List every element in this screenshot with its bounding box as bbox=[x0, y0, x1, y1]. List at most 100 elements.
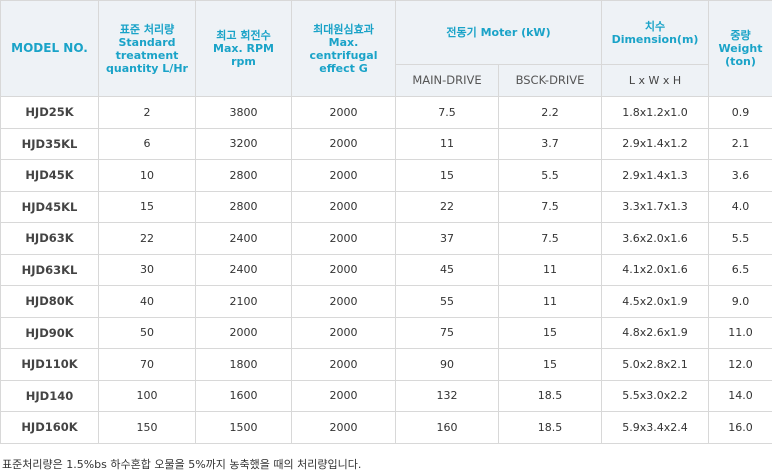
cell-weight: 11.0 bbox=[708, 316, 772, 349]
cell-model: HJD45KL bbox=[0, 190, 99, 223]
table-row: HJD140 100 1600 2000 132 18.5 5.5x3.0x2.… bbox=[0, 379, 772, 412]
cell-capacity: 40 bbox=[98, 285, 196, 318]
cell-main-drive: 90 bbox=[395, 348, 499, 381]
cell-weight: 5.5 bbox=[708, 222, 772, 255]
cell-weight: 16.0 bbox=[708, 411, 772, 444]
cell-capacity: 150 bbox=[98, 411, 196, 444]
cell-centrifugal: 2000 bbox=[291, 316, 396, 349]
cell-weight: 14.0 bbox=[708, 379, 772, 412]
header-main-drive: MAIN-DRIVE bbox=[395, 64, 499, 97]
header-rpm: 최고 회전수 Max. RPM rpm bbox=[195, 0, 292, 97]
cell-dimension: 5.9x3.4x2.4 bbox=[601, 411, 710, 444]
cell-dimension: 5.0x2.8x2.1 bbox=[601, 348, 710, 381]
cell-rpm: 2800 bbox=[195, 159, 292, 192]
cell-rpm: 2800 bbox=[195, 190, 292, 223]
table-row: HJD110K 70 1800 2000 90 15 5.0x2.8x2.1 1… bbox=[0, 348, 772, 381]
footnote: 표준처리량은 1.5%bs 하수혼합 오물을 5%까지 농축했을 때의 처리량입… bbox=[2, 458, 362, 471]
cell-rpm: 1800 bbox=[195, 348, 292, 381]
table-row: HJD63K 22 2400 2000 37 7.5 3.6x2.0x1.6 5… bbox=[0, 222, 772, 255]
cell-centrifugal: 2000 bbox=[291, 159, 396, 192]
cell-rpm: 2000 bbox=[195, 316, 292, 349]
cell-main-drive: 160 bbox=[395, 411, 499, 444]
cell-main-drive: 75 bbox=[395, 316, 499, 349]
cell-main-drive: 55 bbox=[395, 285, 499, 318]
cell-weight: 12.0 bbox=[708, 348, 772, 381]
cell-capacity: 2 bbox=[98, 96, 196, 129]
cell-weight: 2.1 bbox=[708, 127, 772, 160]
cell-back-drive: 2.2 bbox=[497, 96, 603, 129]
cell-model: HJD63KL bbox=[0, 253, 99, 286]
cell-main-drive: 7.5 bbox=[395, 96, 499, 129]
cell-capacity: 15 bbox=[98, 190, 196, 223]
table-body: HJD25K 2 3800 2000 7.5 2.2 1.8x1.2x1.0 0… bbox=[0, 96, 772, 444]
cell-model: HJD110K bbox=[0, 348, 99, 381]
cell-model: HJD160K bbox=[0, 411, 99, 444]
cell-dimension: 3.3x1.7x1.3 bbox=[601, 190, 710, 223]
cell-back-drive: 7.5 bbox=[497, 222, 603, 255]
cell-model: HJD80K bbox=[0, 285, 99, 318]
cell-model: HJD90K bbox=[0, 316, 99, 349]
table-row: HJD160K 150 1500 2000 160 18.5 5.9x3.4x2… bbox=[0, 411, 772, 444]
table-row: HJD45KL 15 2800 2000 22 7.5 3.3x1.7x1.3 … bbox=[0, 190, 772, 223]
spec-table: MODEL NO. 표준 처리량 Standard treatment quan… bbox=[0, 0, 772, 444]
cell-main-drive: 37 bbox=[395, 222, 499, 255]
cell-dimension: 4.5x2.0x1.9 bbox=[601, 285, 710, 318]
table-row: HJD35KL 6 3200 2000 11 3.7 2.9x1.4x1.2 2… bbox=[0, 127, 772, 160]
cell-dimension: 3.6x2.0x1.6 bbox=[601, 222, 710, 255]
cell-model: HJD140 bbox=[0, 379, 99, 412]
cell-capacity: 6 bbox=[98, 127, 196, 160]
cell-weight: 4.0 bbox=[708, 190, 772, 223]
cell-main-drive: 11 bbox=[395, 127, 499, 160]
cell-capacity: 70 bbox=[98, 348, 196, 381]
table-row: HJD80K 40 2100 2000 55 11 4.5x2.0x1.9 9.… bbox=[0, 285, 772, 318]
cell-capacity: 100 bbox=[98, 379, 196, 412]
cell-dimension: 5.5x3.0x2.2 bbox=[601, 379, 710, 412]
cell-back-drive: 11 bbox=[497, 253, 603, 286]
cell-rpm: 2400 bbox=[195, 253, 292, 286]
cell-centrifugal: 2000 bbox=[291, 379, 396, 412]
cell-main-drive: 45 bbox=[395, 253, 499, 286]
cell-centrifugal: 2000 bbox=[291, 222, 396, 255]
cell-rpm: 1600 bbox=[195, 379, 292, 412]
cell-main-drive: 15 bbox=[395, 159, 499, 192]
cell-dimension: 2.9x1.4x1.2 bbox=[601, 127, 710, 160]
cell-rpm: 2100 bbox=[195, 285, 292, 318]
cell-dimension: 2.9x1.4x1.3 bbox=[601, 159, 710, 192]
cell-model: HJD63K bbox=[0, 222, 99, 255]
table-row: HJD63KL 30 2400 2000 45 11 4.1x2.0x1.6 6… bbox=[0, 253, 772, 286]
cell-back-drive: 3.7 bbox=[497, 127, 603, 160]
header-dimension-sub: L x W x H bbox=[601, 64, 710, 97]
cell-weight: 0.9 bbox=[708, 96, 772, 129]
cell-back-drive: 5.5 bbox=[497, 159, 603, 192]
cell-model: HJD35KL bbox=[0, 127, 99, 160]
header-model: MODEL NO. bbox=[0, 0, 99, 97]
cell-centrifugal: 2000 bbox=[291, 127, 396, 160]
cell-dimension: 1.8x1.2x1.0 bbox=[601, 96, 710, 129]
cell-centrifugal: 2000 bbox=[291, 411, 396, 444]
table-row: HJD90K 50 2000 2000 75 15 4.8x2.6x1.9 11… bbox=[0, 316, 772, 349]
cell-rpm: 1500 bbox=[195, 411, 292, 444]
cell-rpm: 3800 bbox=[195, 96, 292, 129]
cell-rpm: 2400 bbox=[195, 222, 292, 255]
cell-weight: 6.5 bbox=[708, 253, 772, 286]
header-motor: 전동기 Moter (kW) bbox=[394, 0, 603, 65]
cell-centrifugal: 2000 bbox=[291, 285, 396, 318]
cell-capacity: 50 bbox=[98, 316, 196, 349]
table-row: HJD25K 2 3800 2000 7.5 2.2 1.8x1.2x1.0 0… bbox=[0, 96, 772, 129]
cell-capacity: 10 bbox=[98, 159, 196, 192]
header-back-drive: BSCK-DRIVE bbox=[497, 64, 603, 97]
header-centrifugal: 최대원심효과 Max. centrifugal effect G bbox=[291, 0, 396, 97]
cell-back-drive: 7.5 bbox=[497, 190, 603, 223]
cell-centrifugal: 2000 bbox=[291, 253, 396, 286]
cell-capacity: 30 bbox=[98, 253, 196, 286]
cell-centrifugal: 2000 bbox=[291, 96, 396, 129]
cell-back-drive: 11 bbox=[497, 285, 603, 318]
cell-centrifugal: 2000 bbox=[291, 190, 396, 223]
cell-dimension: 4.1x2.0x1.6 bbox=[601, 253, 710, 286]
table-header: MODEL NO. 표준 처리량 Standard treatment quan… bbox=[0, 0, 772, 97]
cell-main-drive: 132 bbox=[395, 379, 499, 412]
header-dimension: 치수 Dimension(m) bbox=[601, 0, 710, 65]
header-capacity: 표준 처리량 Standard treatment quantity L/Hr bbox=[98, 0, 196, 97]
cell-weight: 3.6 bbox=[708, 159, 772, 192]
